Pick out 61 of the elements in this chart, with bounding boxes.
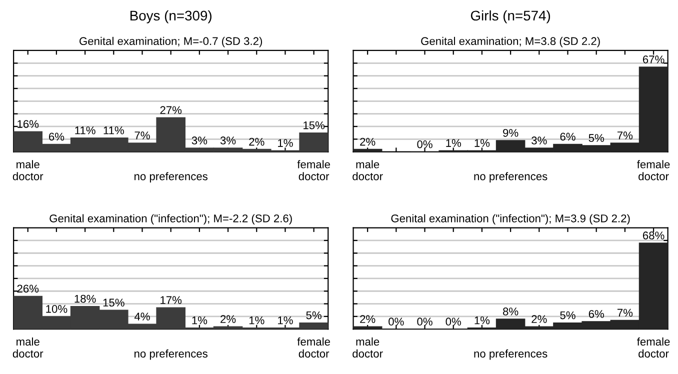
chart-subtitle: Genital examination ("infection"); M=3.9 (SD 2.2) [391,214,630,225]
data-label: 9% [503,128,518,137]
data-label: 8% [503,308,518,316]
data-label: 1% [474,139,490,147]
x-tick-label: no preferences [134,349,208,360]
data-label: 6% [560,132,576,141]
x-tick-label: no preferences [134,172,208,182]
data-label: 26% [17,284,39,293]
data-label: 7% [134,132,150,140]
data-label: 1% [249,316,264,324]
data-label: 18% [74,294,96,303]
data-label: 10% [46,305,68,313]
x-tick-label: female doctor [637,337,670,358]
data-label: 0% [446,318,461,326]
data-label: 5% [560,311,576,320]
x-tick-label: no preferences [474,349,548,360]
data-label: 0% [388,318,404,326]
chart-subtitle: Genital examination; M=-0.7 (SD 3.2) [80,36,262,48]
chart-subtitle: Genital examination; M=3.8 (SD 2.2) [421,36,600,48]
data-label: 2% [360,315,376,323]
data-label: 7% [617,308,633,317]
data-label: 2% [532,315,547,323]
x-tick-label: male doctor [12,337,44,358]
x-tick-label: male doctor [352,160,383,180]
data-label: 3% [532,136,547,144]
chart-subtitle: Genital examination ("infection"); M=-2.2 (SD 2.6) [50,214,292,225]
data-label: 15% [304,121,325,130]
chart-title: Boys (n=309) [130,10,212,24]
data-label: 4% [134,312,150,320]
x-tick-label: no preferences [474,172,548,182]
data-label: 0% [417,140,432,148]
x-tick-label: female doctor [297,160,330,180]
data-label: 2% [220,315,236,323]
x-tick-label: female doctor [637,160,670,180]
data-label: 1% [192,316,208,324]
data-label: 3% [220,136,236,144]
chart-title: Girls (n=574) [470,10,550,24]
x-tick-label: male doctor [352,337,383,358]
data-label: 1% [278,139,293,147]
data-label: 11% [104,126,124,134]
data-label: 2% [360,138,376,146]
data-label: 16% [18,120,39,128]
data-label: 27% [160,106,182,114]
x-tick-label: male doctor [12,160,44,180]
data-label: 0% [417,318,432,326]
data-label: 5% [306,311,322,320]
data-label: 3% [192,136,208,144]
data-label: 67% [642,56,664,64]
data-label: 68% [642,232,664,240]
data-label: 15% [103,298,124,307]
x-tick-label: female doctor [297,337,330,358]
data-label: 2% [249,138,264,146]
data-label: 6% [588,310,604,318]
data-label: 7% [617,132,633,140]
data-label: 1% [446,139,461,147]
data-label: 17% [160,296,182,304]
data-label: 11% [75,126,96,134]
data-label: 1% [474,316,490,324]
data-label: 1% [278,316,293,324]
data-label: 5% [588,134,604,142]
data-label: 6% [48,132,64,141]
